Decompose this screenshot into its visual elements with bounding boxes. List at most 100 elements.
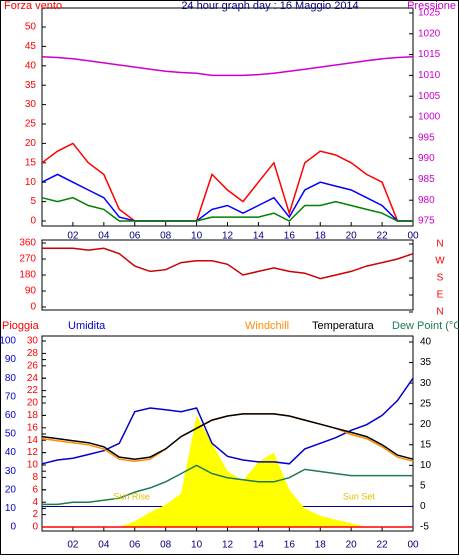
y-tick-label: 10 bbox=[5, 503, 17, 514]
y3-tick-label: 10 bbox=[27, 460, 39, 471]
x-tick-label: 04 bbox=[98, 231, 110, 242]
y-tick-label: 40 bbox=[5, 447, 17, 458]
y3-tick-label: 0 bbox=[32, 522, 38, 533]
x-tick-label: 12 bbox=[222, 540, 234, 551]
x-tick-label: 18 bbox=[315, 540, 327, 551]
y3-tick-label: 24 bbox=[27, 373, 39, 384]
y3-tick-label: 30 bbox=[27, 336, 39, 347]
y2-tick-label: S bbox=[437, 273, 444, 284]
y2-tick-label: N bbox=[436, 307, 443, 318]
y2-tick-label: E bbox=[437, 290, 444, 301]
series-line bbox=[42, 464, 413, 506]
y3-tick-label: 14 bbox=[27, 435, 39, 446]
legend-label: Umidita bbox=[68, 320, 106, 332]
y-tick-label: 360 bbox=[19, 238, 36, 249]
x-tick-label: 14 bbox=[253, 231, 265, 242]
y2-tick-label: 995 bbox=[418, 132, 435, 143]
y2-tick-label: 15 bbox=[420, 439, 432, 450]
y-tick-label: 90 bbox=[25, 286, 37, 297]
y2-tick-label: 1015 bbox=[418, 49, 441, 60]
legend-label: Dew Point (°C bbox=[392, 320, 459, 332]
plot-frame bbox=[41, 239, 414, 311]
x-tick-label: 16 bbox=[284, 231, 296, 242]
y2-tick-label: 30 bbox=[420, 378, 432, 389]
x-tick-label: 08 bbox=[160, 231, 172, 242]
y2-tick-label: 985 bbox=[418, 174, 435, 185]
series-line bbox=[41, 377, 414, 465]
y2-tick-label: 990 bbox=[418, 153, 435, 164]
x-tick-label: 10 bbox=[191, 540, 203, 551]
y-tick-label: 100 bbox=[0, 336, 16, 347]
y2-tick-label: 1025 bbox=[418, 8, 441, 19]
y2-tick-label: 40 bbox=[420, 337, 432, 348]
series-line bbox=[41, 142, 413, 222]
y-tick-label: 25 bbox=[25, 119, 37, 130]
series-line bbox=[41, 55, 414, 77]
series-line bbox=[41, 413, 414, 460]
y2-tick-label: 25 bbox=[420, 398, 432, 409]
x-tick-label: 06 bbox=[129, 231, 141, 242]
legend-label: Windchill bbox=[245, 320, 289, 332]
y-tick-label: 50 bbox=[5, 429, 17, 440]
legend-label: Temperatura bbox=[312, 320, 375, 332]
y-tick-label: 0 bbox=[30, 302, 36, 313]
x-tick-label: 14 bbox=[253, 540, 265, 551]
y2-tick-label: 0 bbox=[420, 501, 426, 512]
y-tick-label: 0 bbox=[10, 522, 16, 533]
y3-tick-label: 28 bbox=[27, 348, 39, 359]
y-tick-label: 20 bbox=[25, 138, 37, 149]
series-area bbox=[42, 415, 413, 527]
y-tick-label: 5 bbox=[30, 196, 36, 207]
y2-tick-label: 10 bbox=[420, 460, 432, 471]
y2-axis-label: Pressione bbox=[407, 0, 456, 12]
y2-tick-label: 1010 bbox=[418, 70, 441, 81]
y3-tick-label: 22 bbox=[27, 385, 39, 396]
y2-tick-label: 35 bbox=[420, 357, 432, 368]
y-tick-label: 15 bbox=[25, 157, 37, 168]
y3-tick-label: 18 bbox=[27, 410, 39, 421]
x-tick-label: 04 bbox=[98, 540, 110, 551]
y-tick-label: 45 bbox=[25, 41, 37, 52]
y-tick-label: 50 bbox=[25, 22, 37, 33]
x-tick-label: 20 bbox=[346, 231, 358, 242]
y-tick-label: 90 bbox=[5, 354, 17, 365]
y2-tick-label: 5 bbox=[420, 481, 426, 492]
y-tick-label: 270 bbox=[19, 254, 36, 265]
y-tick-label: 70 bbox=[5, 391, 17, 402]
x-tick-label: 00 bbox=[407, 540, 419, 551]
y2-tick-label: 975 bbox=[418, 216, 435, 227]
y3-tick-label: 16 bbox=[27, 422, 39, 433]
y-tick-label: 180 bbox=[19, 270, 36, 281]
y2-tick-label: 980 bbox=[418, 195, 435, 206]
x-tick-label: 00 bbox=[407, 231, 419, 242]
y3-tick-label: 6 bbox=[32, 484, 38, 495]
y2-tick-label: W bbox=[435, 256, 445, 267]
y-tick-label: 60 bbox=[5, 410, 17, 421]
legend-label: Pioggia bbox=[2, 320, 40, 332]
y2-tick-label: 1000 bbox=[418, 112, 441, 123]
y-tick-label: 40 bbox=[25, 60, 37, 71]
series-line bbox=[42, 247, 414, 280]
y3-tick-label: 8 bbox=[32, 472, 38, 483]
y3-tick-label: 26 bbox=[27, 360, 39, 371]
x-tick-label: 12 bbox=[222, 231, 234, 242]
x-tick-label: 22 bbox=[377, 231, 389, 242]
y-tick-label: 30 bbox=[5, 466, 17, 477]
y3-tick-label: 20 bbox=[27, 398, 39, 409]
y3-tick-label: 2 bbox=[32, 509, 38, 520]
x-tick-label: 08 bbox=[160, 540, 172, 551]
series-line bbox=[41, 173, 413, 222]
annotation: Sun Set bbox=[343, 491, 376, 501]
y-axis-label: Forza vento bbox=[4, 0, 62, 12]
x-tick-label: 16 bbox=[284, 540, 296, 551]
y-tick-label: 10 bbox=[25, 177, 37, 188]
y2-tick-label: 20 bbox=[420, 419, 432, 430]
y-tick-label: 35 bbox=[25, 80, 37, 91]
y-tick-label: 80 bbox=[5, 373, 17, 384]
series-line bbox=[41, 196, 413, 222]
x-tick-label: 10 bbox=[191, 231, 203, 242]
x-tick-label: 22 bbox=[377, 540, 389, 551]
y2-tick-label: 1020 bbox=[418, 28, 441, 39]
x-tick-label: 02 bbox=[67, 540, 79, 551]
